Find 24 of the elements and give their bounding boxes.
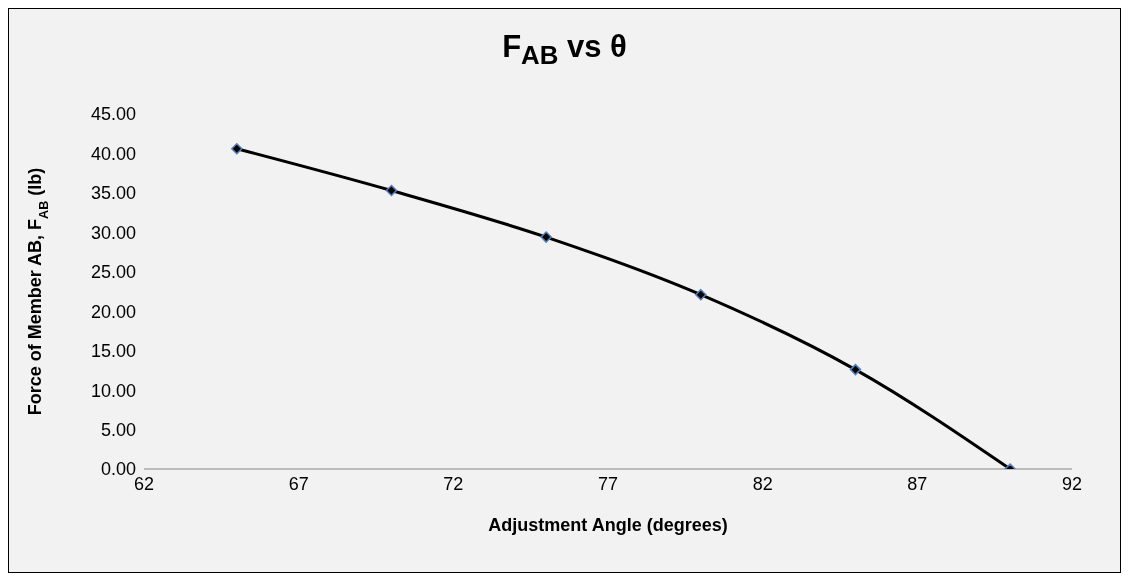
point (695, 288, 707, 301)
point (231, 142, 243, 155)
x-tick-label: 77 (597, 473, 619, 494)
y-tick-label: 20.00 (90, 301, 136, 322)
x-tick-label: 92 (1061, 473, 1083, 494)
chart-title: F$_{AB}$ vs θ (501, 29, 628, 72)
x-tick-label: 72 (443, 473, 464, 494)
point (540, 231, 552, 243)
y-tick-label: 30.00 (90, 222, 136, 243)
point (849, 363, 862, 376)
y-tick-label: 0.00 (100, 459, 136, 480)
y-tick-label: 5.00 (100, 419, 136, 440)
x-tick-label: 67 (288, 473, 309, 494)
y-tick-label: 40.00 (90, 143, 136, 164)
point (385, 184, 398, 197)
x-axis-title: Adjustment Angle (degrees) (488, 515, 728, 535)
y-tick-label: 45.00 (90, 104, 136, 125)
x-tick-label: 62 (133, 473, 155, 494)
y-tick-label: 35.00 (90, 183, 136, 204)
x-tick-label: 87 (907, 473, 928, 494)
y-tick-label: 10.00 (90, 380, 136, 401)
x-tick-label: 82 (752, 473, 773, 494)
y-tick-label: 15.00 (90, 341, 136, 362)
y-tick-label: 25.00 (90, 262, 136, 283)
